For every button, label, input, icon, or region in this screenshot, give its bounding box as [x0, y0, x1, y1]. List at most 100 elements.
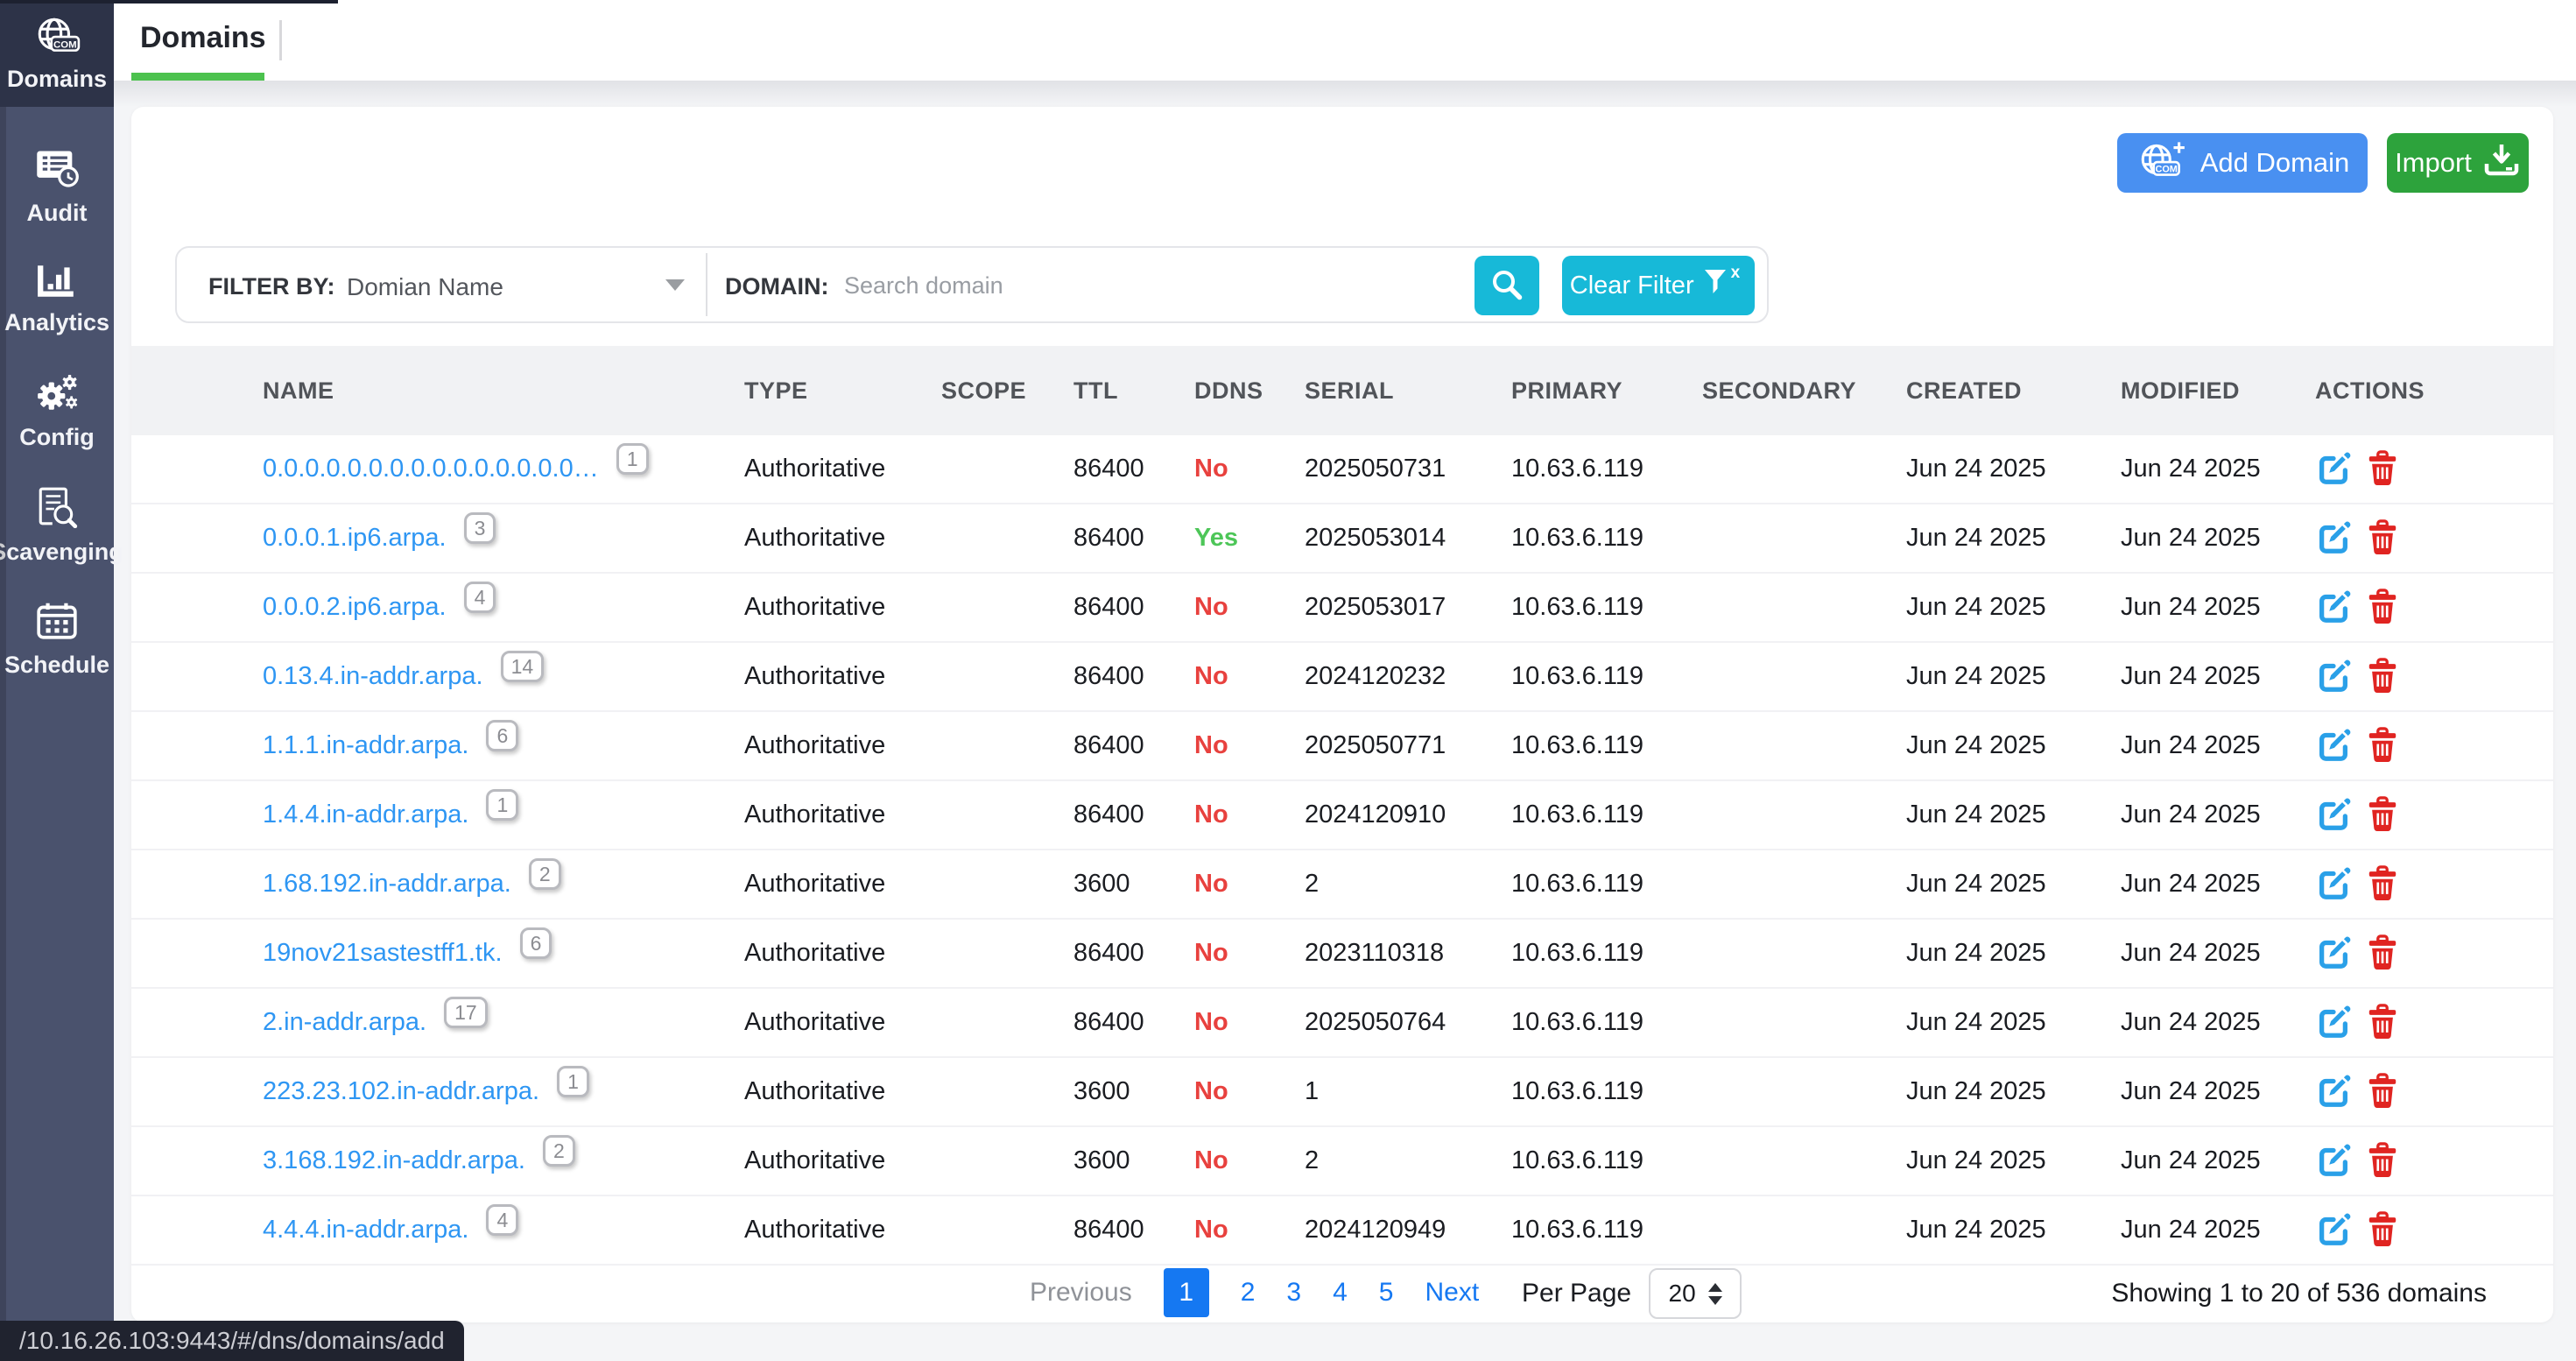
- edit-pencil-icon: [2315, 1141, 2352, 1181]
- sidebar-item-audit[interactable]: Audit: [0, 147, 114, 227]
- domain-link[interactable]: 1.1.1.in-addr.arpa.: [263, 730, 469, 759]
- per-page-select[interactable]: 20: [1649, 1268, 1742, 1319]
- domain-link[interactable]: 0.0.0.1.ip6.arpa.: [263, 523, 447, 552]
- edit-domain-button[interactable]: [2315, 1003, 2352, 1042]
- edit-domain-button[interactable]: [2315, 588, 2352, 627]
- domain-name-cell: 19nov21sastestff1.tk. 6: [263, 927, 744, 970]
- edit-domain-button[interactable]: [2315, 1141, 2352, 1181]
- pagination-page-1[interactable]: 1: [1163, 1268, 1209, 1317]
- delete-domain-button[interactable]: [2366, 1141, 2399, 1181]
- edit-pencil-icon: [2315, 726, 2352, 765]
- active-tab-underline: [131, 73, 264, 81]
- domain-link[interactable]: 0.13.4.in-addr.arpa.: [263, 661, 483, 690]
- ddns-cell: No: [1194, 939, 1228, 967]
- delete-domain-button[interactable]: [2366, 864, 2399, 904]
- trash-icon: [2366, 726, 2399, 765]
- edit-domain-button[interactable]: [2315, 1210, 2352, 1250]
- add-domain-button[interactable]: COM Add Domain: [2117, 133, 2368, 193]
- record-count-badge: 17: [444, 996, 488, 1028]
- edit-domain-button[interactable]: [2315, 518, 2352, 558]
- tab-divider: [279, 20, 282, 60]
- magnifier-icon: [1489, 267, 1524, 305]
- type-cell: Authoritative: [744, 731, 886, 759]
- serial-cell: 2025050764: [1305, 1008, 1446, 1036]
- domain-link[interactable]: 0.0.0.2.ip6.arpa.: [263, 592, 447, 621]
- delete-domain-button[interactable]: [2366, 1210, 2399, 1250]
- pagination-previous[interactable]: Previous: [1030, 1278, 1132, 1307]
- serial-cell: 2024120232: [1305, 662, 1446, 690]
- modified-cell: Jun 24 2025: [2121, 1077, 2261, 1105]
- pagination-page-2[interactable]: 2: [1240, 1278, 1256, 1307]
- search-button[interactable]: [1475, 256, 1539, 315]
- pagination-page-5[interactable]: 5: [1378, 1278, 1394, 1307]
- edit-domain-button[interactable]: [2315, 1072, 2352, 1111]
- created-cell: Jun 24 2025: [1906, 524, 2046, 552]
- domain-link[interactable]: 4.4.4.in-addr.arpa.: [263, 1215, 469, 1244]
- trash-icon: [2366, 518, 2399, 558]
- record-count-badge: 2: [542, 1134, 575, 1167]
- filter-by-dropdown[interactable]: Domian Name: [347, 273, 503, 300]
- import-label: Import: [2395, 147, 2472, 178]
- sidebar-item-schedule[interactable]: Schedule: [0, 601, 114, 679]
- domain-link[interactable]: 19nov21sastestff1.tk.: [263, 938, 503, 967]
- created-cell: Jun 24 2025: [1906, 939, 2046, 967]
- primary-cell: 10.63.6.119: [1511, 593, 1644, 621]
- chevron-down-icon[interactable]: [665, 279, 685, 291]
- pagination-page-3[interactable]: 3: [1286, 1278, 1302, 1307]
- domain-link[interactable]: 1.4.4.in-addr.arpa.: [263, 800, 469, 829]
- delete-domain-button[interactable]: [2366, 1072, 2399, 1111]
- actions-cell: [2315, 1072, 2529, 1111]
- sidebar-item-config[interactable]: Config: [0, 371, 114, 451]
- delete-domain-button[interactable]: [2366, 1003, 2399, 1042]
- modified-cell: Jun 24 2025: [2121, 1146, 2261, 1174]
- import-button[interactable]: Import: [2387, 133, 2529, 193]
- delete-domain-button[interactable]: [2366, 588, 2399, 627]
- delete-domain-button[interactable]: [2366, 795, 2399, 835]
- trash-icon: [2366, 1072, 2399, 1111]
- sidebar-item-domains[interactable]: COM Domains: [0, 0, 114, 107]
- ttl-cell: 86400: [1073, 731, 1144, 759]
- search-domain-input[interactable]: [844, 265, 1431, 306]
- edit-domain-button[interactable]: [2315, 657, 2352, 696]
- delete-domain-button[interactable]: [2366, 518, 2399, 558]
- edit-domain-button[interactable]: [2315, 934, 2352, 973]
- sidebar-item-scavenging[interactable]: Scavenging: [0, 486, 123, 566]
- per-page-control: Per Page 20: [1522, 1268, 1742, 1319]
- sidebar-item-analytics[interactable]: Analytics: [0, 262, 114, 336]
- domain-link[interactable]: 223.23.102.in-addr.arpa.: [263, 1076, 540, 1105]
- tab-domains[interactable]: Domains: [140, 21, 266, 54]
- ttl-cell: 3600: [1073, 1146, 1130, 1174]
- table-row: 1.4.4.in-addr.arpa. 1 Authoritative 8640…: [131, 781, 2553, 850]
- delete-domain-button[interactable]: [2366, 657, 2399, 696]
- pagination-page-4[interactable]: 4: [1333, 1278, 1348, 1307]
- edit-domain-button[interactable]: [2315, 449, 2352, 489]
- domain-link[interactable]: 3.168.192.in-addr.arpa.: [263, 1146, 525, 1174]
- modified-cell: Jun 24 2025: [2121, 524, 2261, 552]
- ttl-cell: 86400: [1073, 1008, 1144, 1036]
- domain-link[interactable]: 2.in-addr.arpa.: [263, 1007, 427, 1036]
- edit-domain-button[interactable]: [2315, 864, 2352, 904]
- domain-link[interactable]: 0.0.0.0.0.0.0.0.0.0.0.0.0.0.0…: [263, 454, 599, 483]
- sidebar-item-label: Domains: [6, 66, 108, 92]
- modified-cell: Jun 24 2025: [2121, 939, 2261, 967]
- type-cell: Authoritative: [744, 593, 886, 621]
- sidebar-item-label: Analytics: [4, 309, 110, 335]
- filter-divider: [706, 253, 707, 316]
- filter-by-label: FILTER BY:: [208, 273, 335, 300]
- edit-domain-button[interactable]: [2315, 726, 2352, 765]
- delete-domain-button[interactable]: [2366, 934, 2399, 973]
- modified-cell: Jun 24 2025: [2121, 1216, 2261, 1244]
- pagination-next[interactable]: Next: [1425, 1278, 1480, 1307]
- edit-pencil-icon: [2315, 588, 2352, 627]
- delete-domain-button[interactable]: [2366, 449, 2399, 489]
- created-cell: Jun 24 2025: [1906, 662, 2046, 690]
- filter-bar: FILTER BY: Domian Name DOMAIN: Clear Fil…: [175, 246, 1769, 323]
- record-count-badge: 3: [463, 511, 496, 544]
- delete-domain-button[interactable]: [2366, 726, 2399, 765]
- record-count-badge: 1: [486, 788, 519, 821]
- edit-domain-button[interactable]: [2315, 795, 2352, 835]
- clear-filter-button[interactable]: Clear Filter x: [1562, 256, 1755, 315]
- primary-cell: 10.63.6.119: [1511, 870, 1644, 898]
- table-row: 3.168.192.in-addr.arpa. 2 Authoritative …: [131, 1127, 2553, 1196]
- domain-link[interactable]: 1.68.192.in-addr.arpa.: [263, 869, 511, 898]
